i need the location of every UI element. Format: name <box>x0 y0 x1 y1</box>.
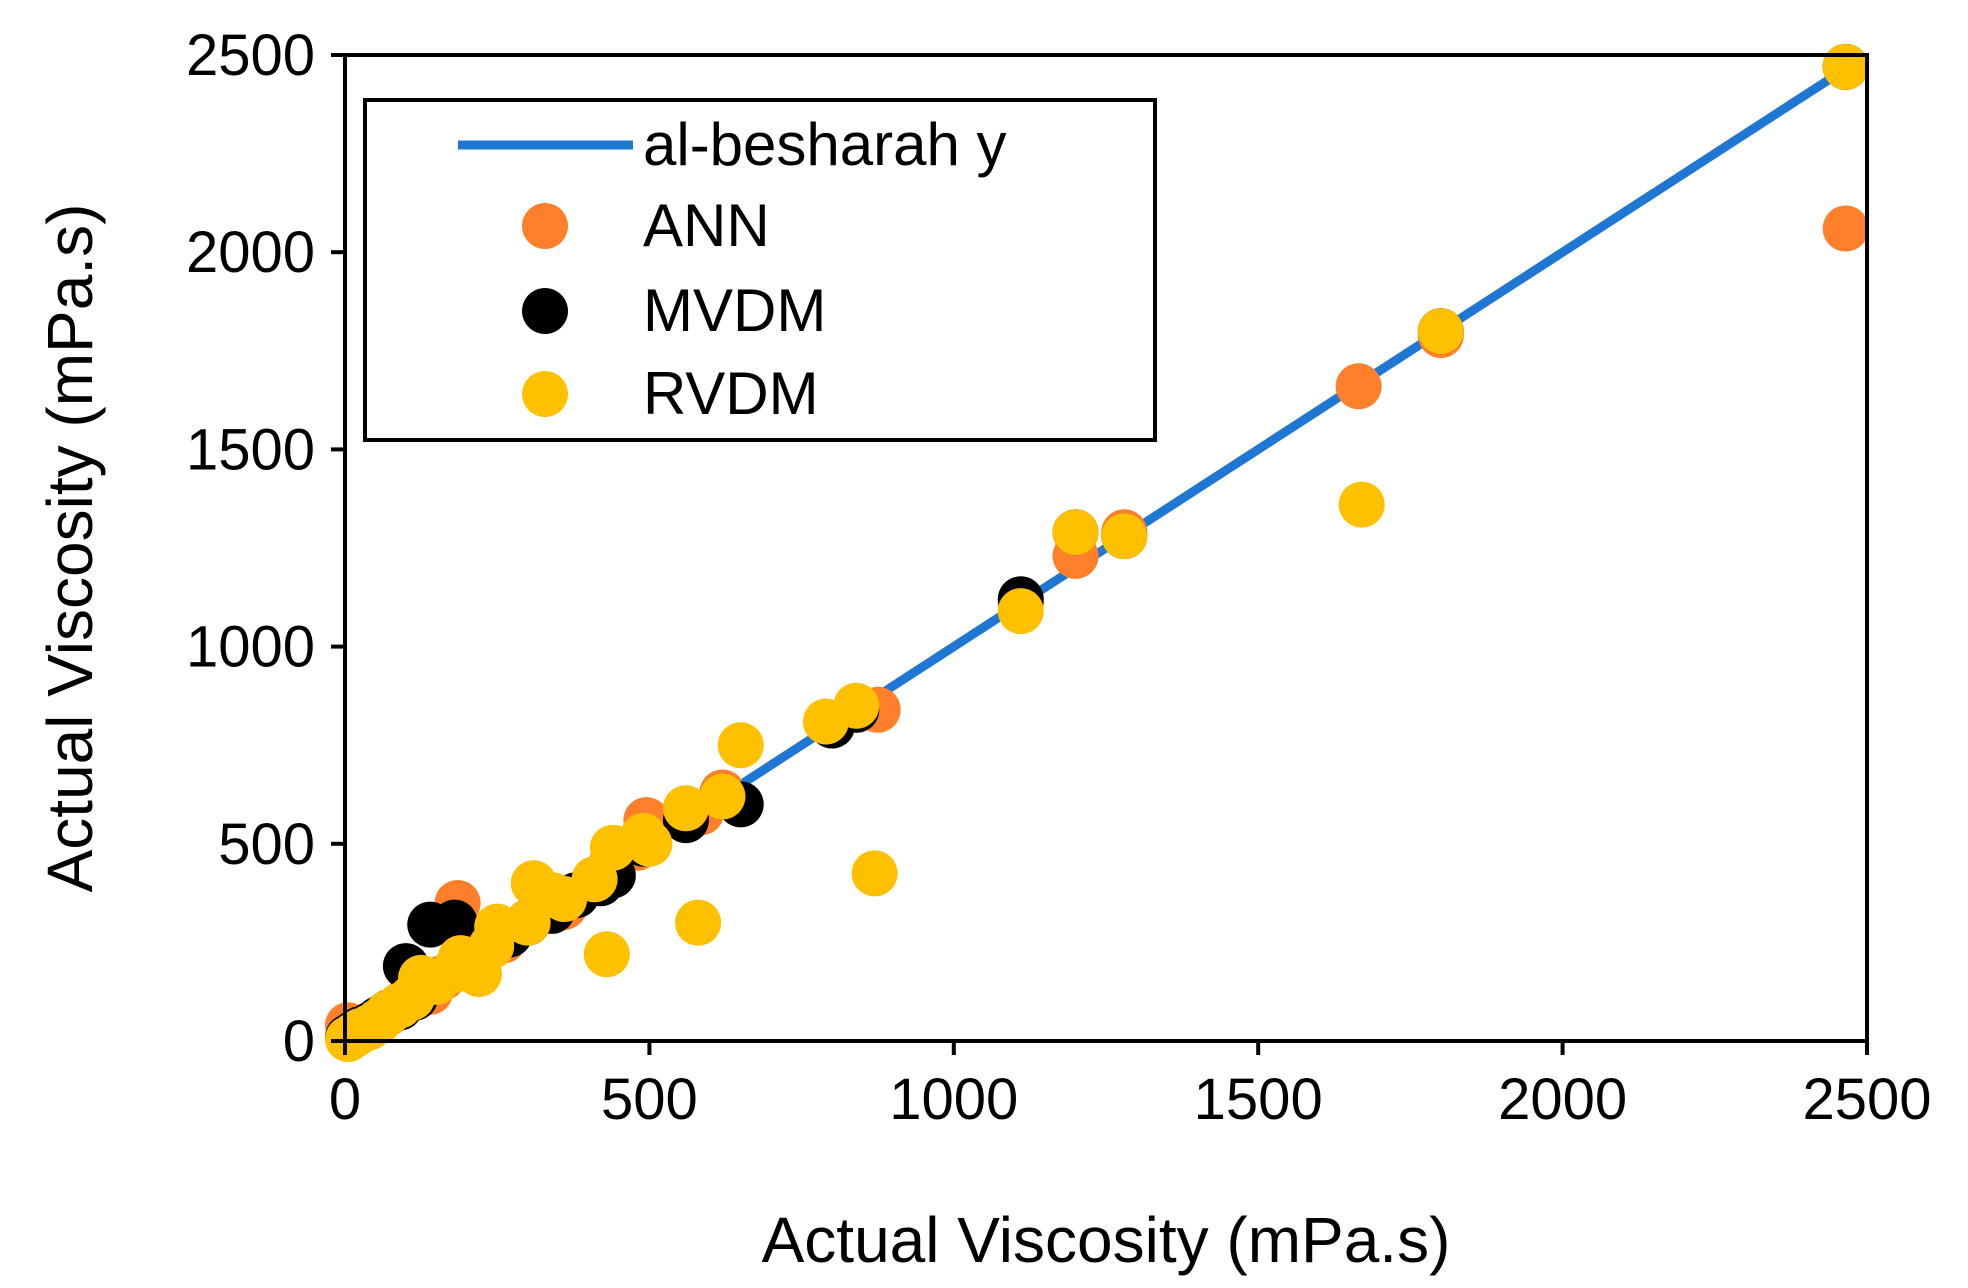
data-point <box>1417 308 1464 355</box>
legend-label: RVDM <box>643 360 819 427</box>
axis-titles: Actual Viscosity (mPa.s) Actual Viscosity… <box>34 204 1450 1276</box>
data-point <box>431 899 478 946</box>
data-point <box>1052 509 1099 556</box>
data-point <box>833 682 880 729</box>
data-point <box>662 785 709 832</box>
y-axis-title: Actual Viscosity (mPa.s) <box>34 204 106 893</box>
x-tick-label: 0 <box>329 1067 361 1132</box>
y-tick-label: 2500 <box>186 23 315 88</box>
x-tick-label: 500 <box>601 1067 698 1132</box>
plot-area <box>325 43 1869 1063</box>
legend-marker-swatch <box>522 371 568 417</box>
legend-marker-swatch <box>522 288 568 334</box>
axes: 0 500 1000 1500 2000 2500 0 500 1000 1500 2000 2500 <box>186 23 1932 1132</box>
data-point <box>1335 363 1382 410</box>
data-point <box>699 773 746 820</box>
legend-label: ANN <box>643 192 770 259</box>
data-point <box>583 931 630 978</box>
legend-marker-swatch <box>522 203 568 249</box>
data-point <box>675 899 722 946</box>
y-tick-label: 2000 <box>186 220 315 285</box>
x-tick-label: 1500 <box>1194 1067 1323 1132</box>
legend-label: al-besharah y <box>643 111 1007 178</box>
y-tick-label: 500 <box>218 812 315 877</box>
markers-rvdm <box>325 43 1869 1063</box>
data-point <box>626 820 673 867</box>
plot-border <box>343 53 1869 1043</box>
y-tick-label: 1000 <box>186 615 315 680</box>
x-axis-title: Actual Viscosity (mPa.s) <box>762 1204 1451 1276</box>
data-point <box>1822 43 1869 90</box>
legend: al-besharah y ANN MVDM RVDM <box>363 98 1157 442</box>
data-point <box>717 722 764 769</box>
x-tick-label: 1000 <box>889 1067 1018 1132</box>
legend-box <box>363 98 1157 442</box>
data-point <box>851 850 898 897</box>
y-tick-label: 0 <box>283 1009 315 1074</box>
data-point <box>1822 205 1869 252</box>
data-point <box>1338 481 1385 528</box>
data-point <box>1101 513 1148 560</box>
y-tick-label: 1500 <box>186 417 315 482</box>
legend-label: MVDM <box>643 277 826 344</box>
x-tick-label: 2500 <box>1802 1067 1931 1132</box>
x-tick-label: 2000 <box>1498 1067 1627 1132</box>
data-point <box>997 588 1044 635</box>
